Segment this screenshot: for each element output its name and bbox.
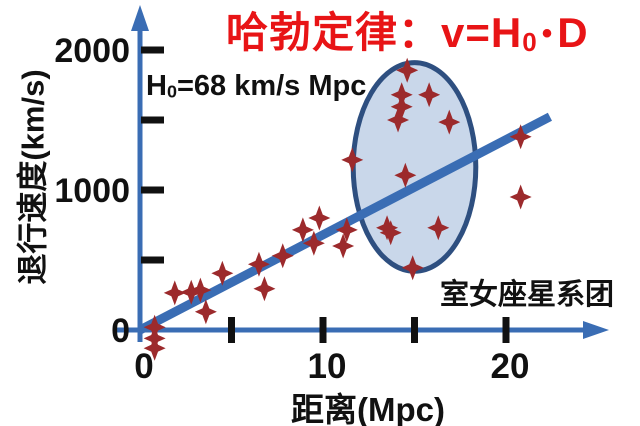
data-point-star [335, 217, 358, 243]
h0-symbol: H [146, 70, 167, 102]
data-point-star [163, 280, 186, 306]
data-point-star [387, 107, 410, 133]
data-point-star [509, 184, 532, 210]
x-tick-label: 20 [491, 347, 530, 386]
x-tick-label: 10 [308, 347, 347, 386]
data-point-star [396, 57, 419, 83]
data-point-star [308, 205, 331, 231]
data-point-star [253, 276, 276, 302]
virgo-cluster-label: 室女座星系团 [439, 279, 614, 311]
chart-title-text: 哈勃定律：v=H [226, 9, 523, 56]
x-tick-label: 0 [134, 347, 153, 386]
chart-title-subscript: 0 [522, 26, 538, 57]
x-axis-arrow-icon [583, 321, 609, 339]
y-tick-label: 1000 [54, 172, 130, 210]
h0-subscript: 0 [166, 81, 177, 102]
data-point-star [247, 251, 270, 277]
data-point-star [394, 162, 417, 188]
data-point-star [379, 220, 402, 246]
data-point-star [194, 299, 217, 325]
data-point-star [390, 94, 413, 120]
data-point-star [438, 109, 461, 135]
data-point-star [271, 243, 294, 269]
data-point-star [189, 277, 212, 303]
chart-title: 哈勃定律：v=H0 •D [226, 10, 589, 65]
multiplication-dot: • [541, 17, 554, 51]
y-axis-title: 退行速度(km/s) [15, 69, 51, 285]
y-axis-arrow-icon [131, 5, 149, 31]
data-point-star [376, 215, 399, 241]
h0-value: =68 km/s Mpc [176, 70, 367, 102]
data-point-star [401, 255, 424, 281]
chart-title-suffix: D [557, 9, 589, 56]
x-axis-title: 距离(Mpc) [291, 391, 445, 426]
y-tick-label: 0 [111, 312, 130, 350]
data-point-star [427, 215, 450, 241]
data-point-star [143, 335, 166, 361]
data-point-star [211, 260, 234, 286]
hubble-constant-annotation: H0=68 km/s Mpc [146, 70, 366, 103]
data-point-star [341, 147, 364, 173]
data-point-star [418, 82, 441, 108]
data-point-star [180, 279, 203, 305]
data-point-star [291, 217, 314, 243]
data-point-star [509, 124, 532, 150]
y-tick-label: 2000 [54, 32, 130, 70]
data-point-star [332, 233, 355, 259]
data-point-star [302, 230, 325, 256]
